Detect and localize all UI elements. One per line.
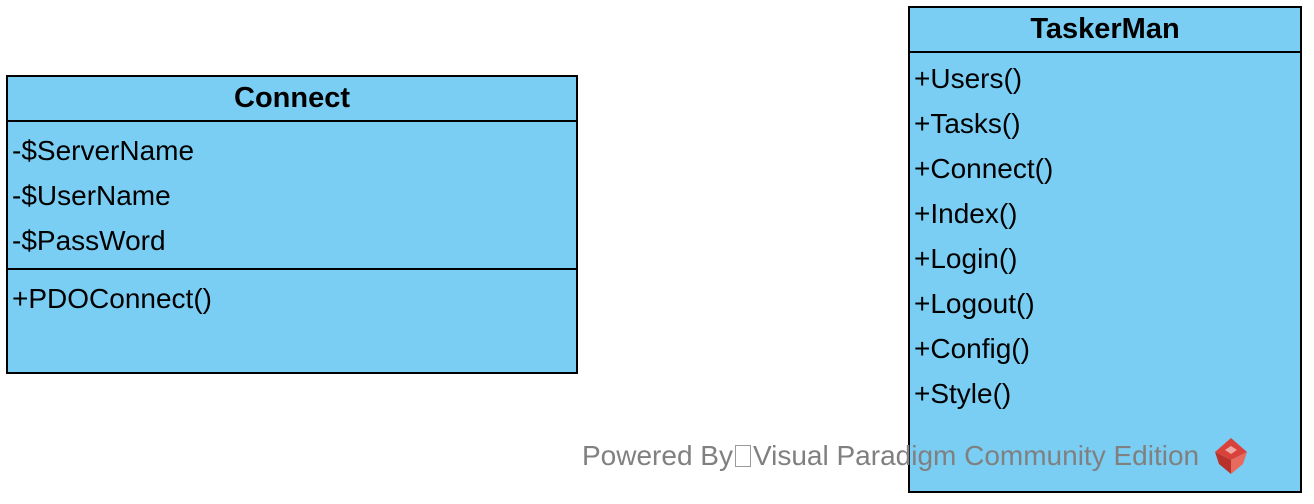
attribute-item: -$UserName <box>12 180 171 211</box>
watermark-prefix: Powered By <box>582 440 733 471</box>
powered-by-watermark: Powered By Visual Paradigm Community Edi… <box>582 436 1251 476</box>
class-taskerman[interactable]: TaskerMan +Users() +Tasks() +Connect() +… <box>908 6 1302 493</box>
class-connect[interactable]: Connect -$ServerName -$UserName -$PassWo… <box>6 75 578 374</box>
attribute-item: -$ServerName <box>12 135 195 166</box>
operations-compartment: +PDOConnect() <box>8 270 576 321</box>
watermark-product: Visual Paradigm Community Edition <box>752 440 1200 471</box>
attributes-compartment: -$ServerName -$UserName -$PassWord <box>8 122 576 270</box>
operations-compartment: +Users() +Tasks() +Connect() +Index() +L… <box>910 53 1300 416</box>
operation-item: +Tasks() <box>914 108 1021 139</box>
attribute-item: -$PassWord <box>12 225 166 256</box>
operation-item: +Logout() <box>914 288 1035 319</box>
missing-glyph-box <box>734 445 751 467</box>
operation-item: +Index() <box>914 198 1018 229</box>
operation-item: +Config() <box>914 333 1030 364</box>
class-name: TaskerMan <box>910 8 1300 53</box>
class-name: Connect <box>8 77 576 122</box>
operation-item: +Users() <box>914 63 1023 94</box>
operation-item: +Connect() <box>914 153 1054 184</box>
operation-item: +Login() <box>914 243 1018 274</box>
visual-paradigm-logo-icon <box>1215 438 1248 474</box>
operation-item: +PDOConnect() <box>12 283 212 314</box>
operation-item: +Style() <box>914 378 1012 409</box>
